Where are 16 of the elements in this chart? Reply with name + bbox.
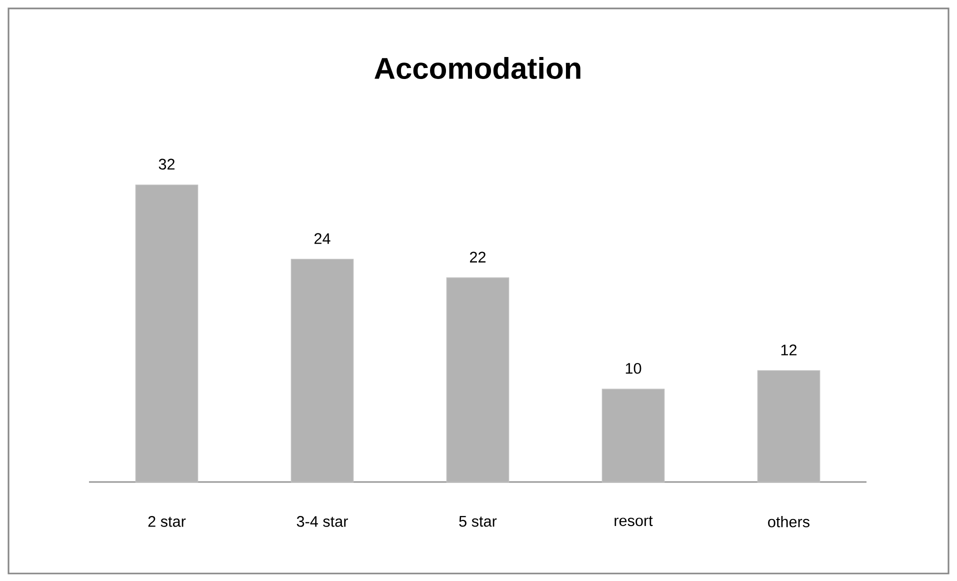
x-tick-label: others	[768, 516, 810, 528]
x-tick-label: resort	[614, 516, 653, 526]
bar	[290, 258, 354, 482]
bar	[135, 184, 198, 482]
bar	[446, 277, 510, 482]
data-label: 32	[158, 158, 175, 170]
data-label: 24	[314, 233, 330, 244]
data-label: 10	[626, 362, 642, 374]
chart-title: Accomodation	[374, 56, 580, 80]
x-tick-label: 5 star	[459, 516, 497, 527]
bar	[602, 388, 665, 482]
bar	[757, 370, 820, 482]
data-label: 12	[781, 344, 796, 356]
x-tick-label: 3-4 star	[296, 516, 348, 527]
x-tick-label: 2 star	[148, 516, 186, 527]
data-label: 22	[470, 252, 486, 262]
